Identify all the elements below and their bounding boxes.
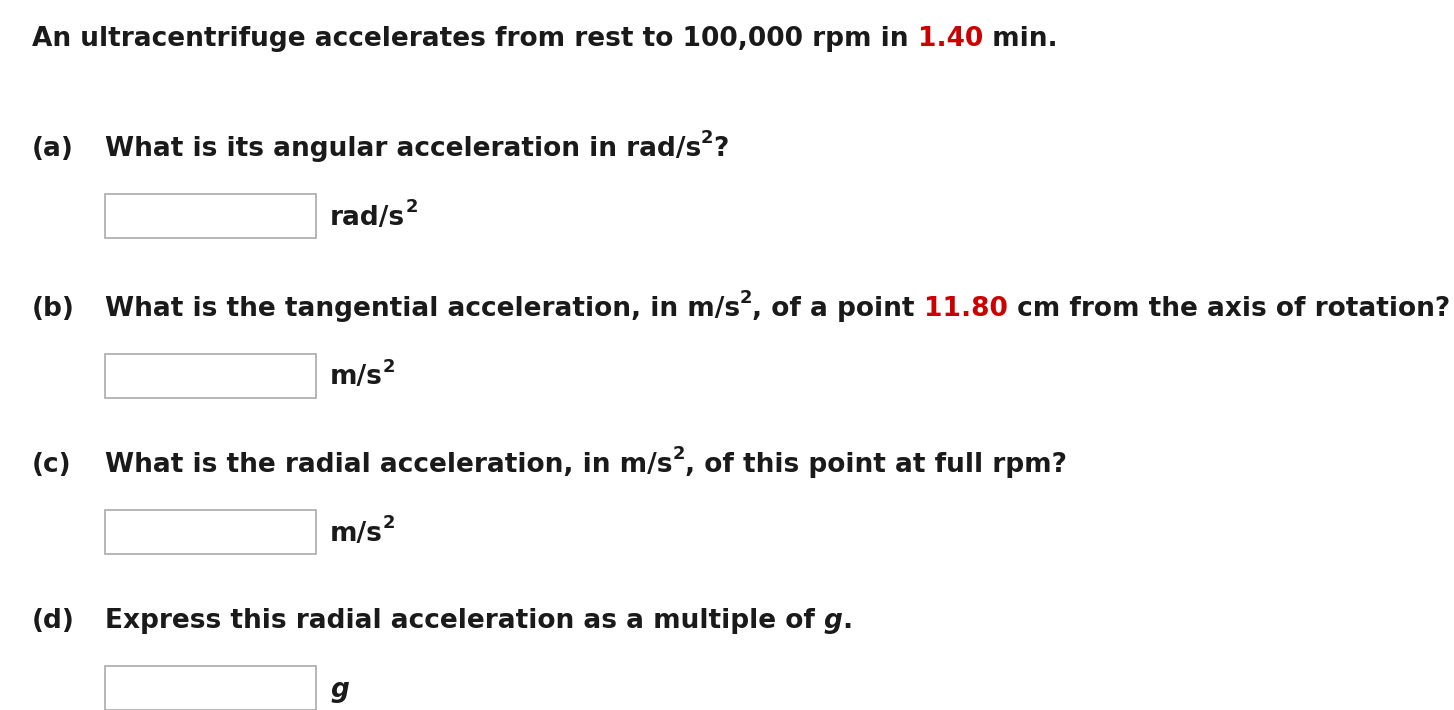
Text: rad/s: rad/s: [330, 204, 406, 231]
Text: m/s: m/s: [330, 520, 382, 547]
Text: 11.80: 11.80: [923, 296, 1008, 322]
Text: 2: 2: [406, 198, 417, 216]
Text: 1.40: 1.40: [917, 26, 983, 52]
Text: m/s: m/s: [330, 364, 382, 391]
Text: 2: 2: [701, 129, 714, 148]
Text: g: g: [330, 677, 349, 703]
Text: 2: 2: [672, 445, 685, 464]
Text: , of this point at full rpm?: , of this point at full rpm?: [685, 452, 1067, 478]
Text: 2: 2: [382, 358, 395, 376]
Text: (b): (b): [32, 296, 74, 322]
Text: Express this radial acceleration as a multiple of: Express this radial acceleration as a mu…: [105, 608, 823, 634]
Text: What is the radial acceleration, in m/s: What is the radial acceleration, in m/s: [105, 452, 672, 478]
Text: 2: 2: [382, 514, 395, 532]
Text: g: g: [823, 608, 842, 634]
Text: 2: 2: [740, 289, 752, 307]
Text: ?: ?: [714, 136, 728, 162]
Text: (a): (a): [32, 136, 74, 162]
Text: , of a point: , of a point: [752, 296, 923, 322]
Text: .: .: [842, 608, 852, 634]
Text: (c): (c): [32, 452, 71, 478]
Text: What is its angular acceleration in rad/s: What is its angular acceleration in rad/…: [105, 136, 701, 162]
Text: An ultracentrifuge accelerates from rest to 100,000 rpm in: An ultracentrifuge accelerates from rest…: [32, 26, 917, 52]
Text: cm from the axis of rotation?: cm from the axis of rotation?: [1008, 296, 1450, 322]
Text: min.: min.: [983, 26, 1057, 52]
Text: What is the tangential acceleration, in m/s: What is the tangential acceleration, in …: [105, 296, 740, 322]
Text: (d): (d): [32, 608, 74, 634]
